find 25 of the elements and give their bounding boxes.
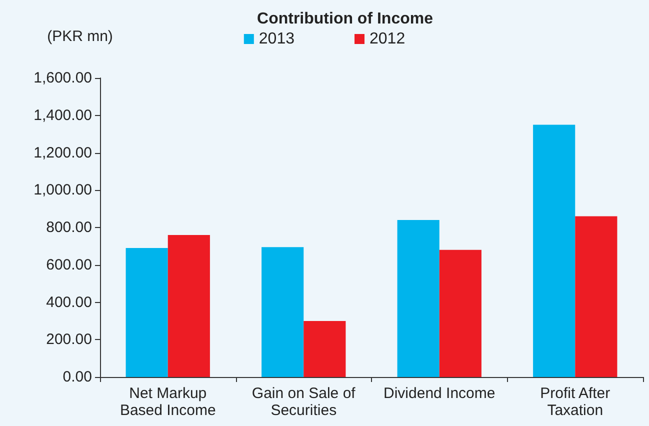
bar	[533, 124, 576, 377]
y-axis-title: (PKR mn)	[47, 28, 113, 45]
y-tick-label: 1,200.00	[34, 144, 92, 162]
bar	[168, 234, 210, 377]
x-tick-label: Gain on Sale of Securities	[252, 385, 356, 419]
legend-label: 2012	[370, 30, 406, 48]
bar	[575, 216, 618, 377]
chart-title: Contribution of Income	[257, 10, 434, 28]
y-tick-label: 1,000.00	[34, 182, 92, 199]
y-tick-label: 600.00	[46, 256, 92, 274]
bar	[439, 250, 482, 377]
x-tick-label: Net Markup Based Income	[120, 385, 216, 419]
legend-label: 2013	[258, 30, 295, 48]
y-tick-label: 1,600.00	[34, 70, 92, 86]
bar	[262, 247, 304, 377]
x-tick-label: Profit After Taxation	[540, 385, 610, 419]
y-tick-label: 800.00	[46, 219, 92, 236]
bar	[126, 248, 168, 377]
y-tick-label: 1,400.00	[34, 106, 92, 124]
bar	[304, 320, 346, 377]
x-tick-label: Dividend Income	[384, 385, 496, 402]
y-tick-label: 0.00	[62, 368, 92, 386]
y-tick-label: 400.00	[46, 294, 92, 311]
bar	[397, 220, 440, 377]
y-tick-label: 200.00	[46, 331, 92, 348]
